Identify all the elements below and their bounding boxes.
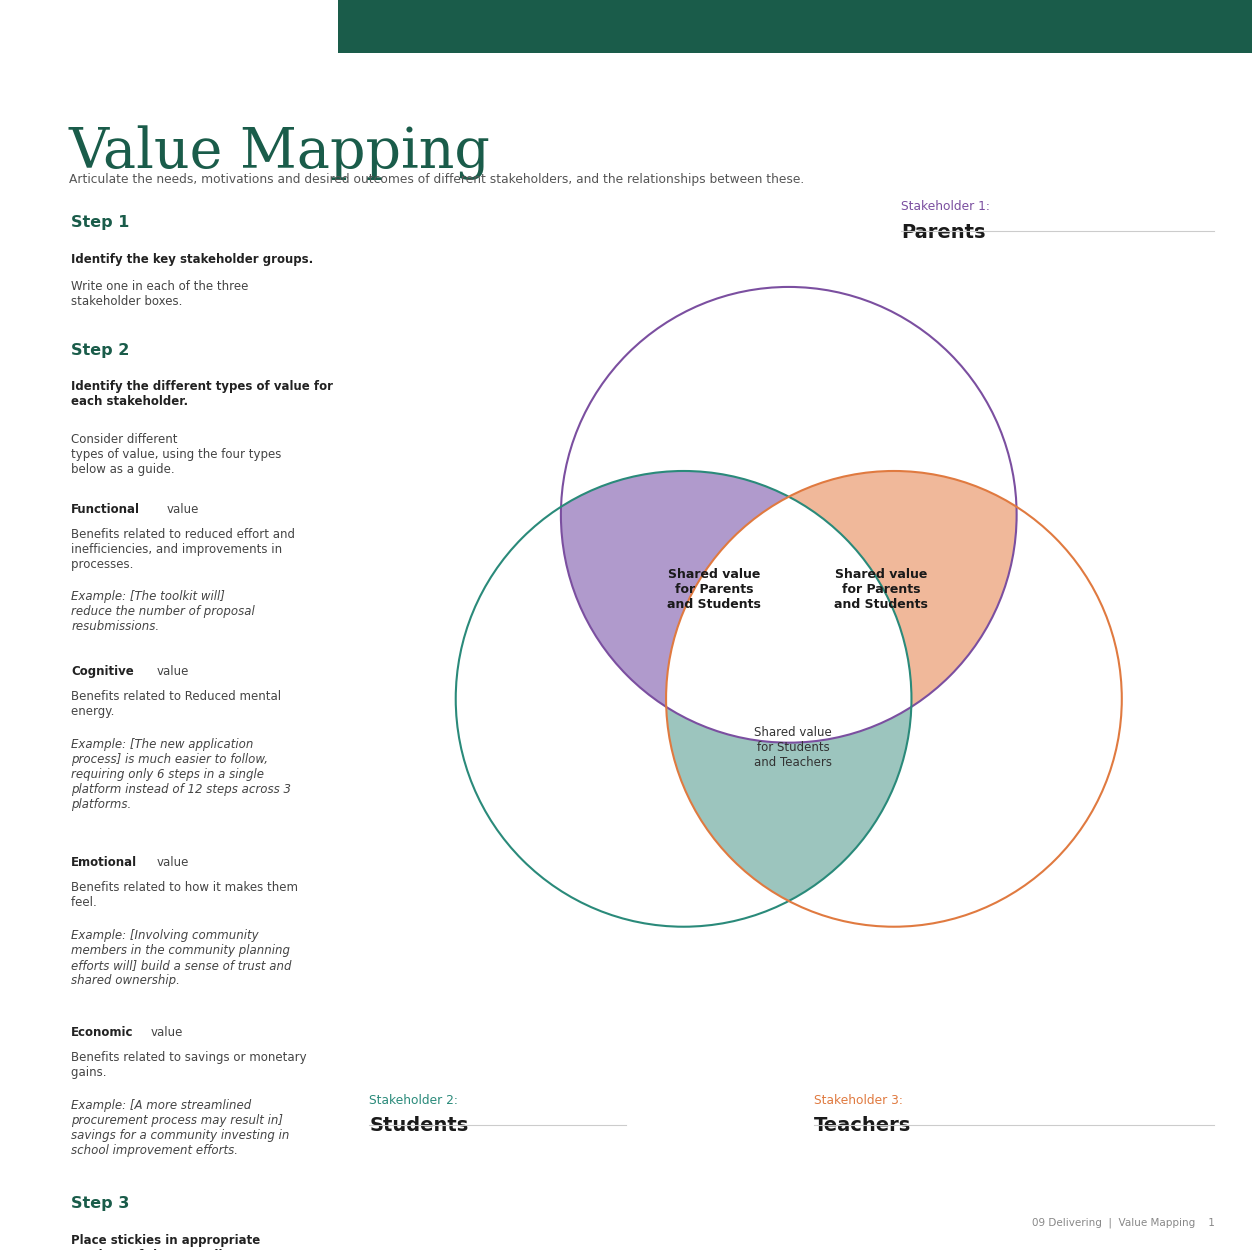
Text: Place stickies in appropriate
sections of the venn diagram.: Place stickies in appropriate sections o…	[71, 1234, 270, 1250]
Circle shape	[456, 471, 911, 926]
Text: Benefits related to reduced effort and
inefficiencies, and improvements in
proce: Benefits related to reduced effort and i…	[71, 528, 295, 570]
Text: Identify the different types of value for
each stakeholder.: Identify the different types of value fo…	[71, 380, 333, 408]
Text: Functional: Functional	[71, 503, 140, 515]
Text: 09 Delivering  |  Value Mapping    1: 09 Delivering | Value Mapping 1	[1032, 1218, 1214, 1228]
Text: value: value	[167, 503, 199, 515]
Text: Shared value
for Students
and Teachers: Shared value for Students and Teachers	[754, 725, 833, 769]
Text: Step 2: Step 2	[71, 342, 130, 357]
Text: Value Mapping: Value Mapping	[69, 125, 491, 180]
Text: Articulate the needs, motivations and desired outcomes of different stakeholders: Articulate the needs, motivations and de…	[69, 173, 804, 185]
Text: Shared value
for Parents
and Students: Shared value for Parents and Students	[667, 568, 761, 611]
Bar	[338, 0, 1252, 52]
Circle shape	[666, 471, 1122, 926]
Text: Example: [A more streamlined
procurement process may result in]
savings for a co: Example: [A more streamlined procurement…	[71, 1099, 289, 1156]
Text: Example: [Involving community
members in the community planning
efforts will] bu: Example: [Involving community members in…	[71, 929, 292, 986]
Text: Example: [The new application
process] is much easier to follow,
requiring only : Example: [The new application process] i…	[71, 738, 292, 810]
Text: value: value	[150, 1026, 183, 1039]
Text: value: value	[156, 856, 189, 869]
Text: Benefits related to savings or monetary
gains.: Benefits related to savings or monetary …	[71, 1051, 307, 1079]
Text: Stakeholder 3:: Stakeholder 3:	[814, 1094, 903, 1106]
Text: Write one in each of the three
stakeholder boxes.: Write one in each of the three stakehold…	[71, 280, 249, 308]
Polygon shape	[666, 496, 911, 901]
Text: Step 3: Step 3	[71, 1196, 130, 1211]
Text: Students: Students	[369, 1116, 468, 1135]
Text: Emotional: Emotional	[71, 856, 138, 869]
Text: Shared value
for Parents
and Students: Shared value for Parents and Students	[834, 568, 928, 611]
Text: Identify the key stakeholder groups.: Identify the key stakeholder groups.	[71, 253, 313, 265]
Text: Stakeholder 1:: Stakeholder 1:	[901, 200, 990, 212]
Circle shape	[561, 288, 1017, 742]
Text: Teachers: Teachers	[814, 1116, 911, 1135]
Text: value: value	[156, 665, 189, 678]
Text: Consider different
types of value, using the four types
below as a guide.: Consider different types of value, using…	[71, 432, 282, 475]
Text: Parents: Parents	[901, 222, 985, 241]
Text: Benefits related to Reduced mental
energy.: Benefits related to Reduced mental energ…	[71, 690, 282, 718]
Text: Example: [The toolkit will]
reduce the number of proposal
resubmissions.: Example: [The toolkit will] reduce the n…	[71, 590, 255, 632]
Polygon shape	[666, 471, 1017, 742]
Text: Stakeholder 2:: Stakeholder 2:	[369, 1094, 458, 1106]
Polygon shape	[666, 496, 911, 742]
Text: Step 1: Step 1	[71, 215, 130, 230]
Text: Benefits related to how it makes them
feel.: Benefits related to how it makes them fe…	[71, 881, 298, 909]
Text: Economic: Economic	[71, 1026, 134, 1039]
Text: Cognitive: Cognitive	[71, 665, 134, 678]
Polygon shape	[561, 471, 911, 742]
